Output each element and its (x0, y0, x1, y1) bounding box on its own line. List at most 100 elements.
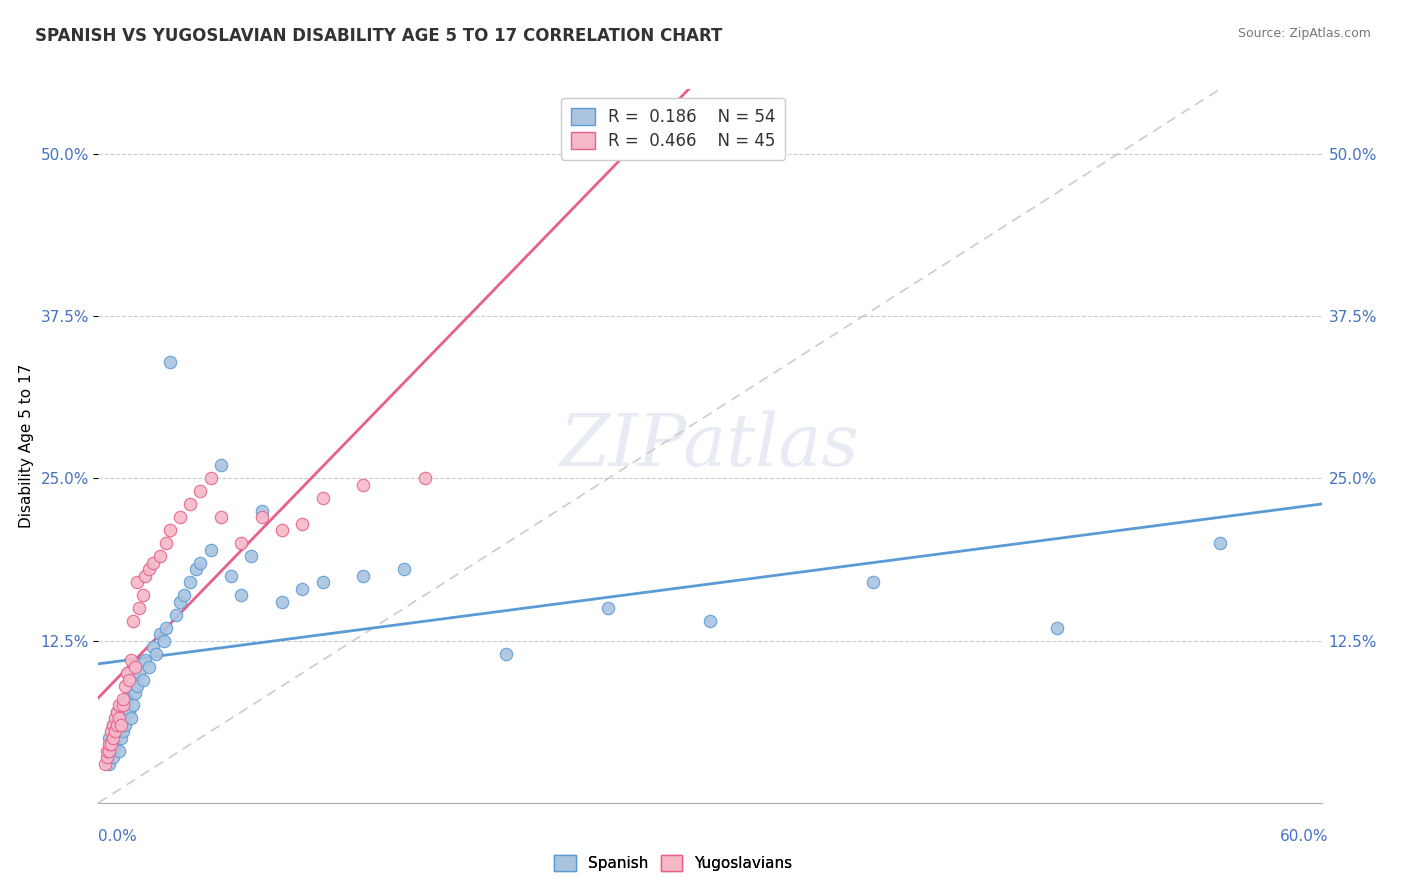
Point (104, 711, 127, 725)
Point (127, 679, 149, 693)
Point (105, 705, 128, 719)
Point (104, 738, 127, 752)
Legend: Spanish, Yugoslavians: Spanish, Yugoslavians (548, 849, 799, 877)
Point (138, 562, 160, 576)
Point (352, 568, 374, 582)
Point (495, 647, 517, 661)
Point (122, 614, 145, 628)
Point (105, 718, 128, 732)
Point (250, 504, 273, 518)
Point (149, 549, 172, 564)
Point (108, 744, 131, 758)
Point (111, 698, 134, 713)
Point (138, 659, 160, 673)
Point (291, 582, 314, 596)
Point (699, 614, 721, 628)
Point (188, 556, 212, 570)
Text: SPANISH VS YUGOSLAVIAN DISABILITY AGE 5 TO 17 CORRELATION CHART: SPANISH VS YUGOSLAVIAN DISABILITY AGE 5 … (35, 27, 723, 45)
Point (110, 711, 132, 725)
Point (111, 692, 134, 706)
Point (132, 588, 155, 602)
Point (179, 497, 201, 511)
Point (169, 595, 191, 609)
Y-axis label: Disability Age 5 to 17: Disability Age 5 to 17 (18, 364, 34, 528)
Point (124, 685, 146, 699)
Point (108, 711, 131, 725)
Point (312, 575, 335, 590)
Point (231, 536, 253, 550)
Point (111, 724, 134, 739)
Point (132, 673, 155, 687)
Point (200, 542, 222, 557)
Point (209, 458, 232, 473)
Point (122, 698, 145, 713)
Point (105, 705, 128, 719)
Point (97, 756, 120, 771)
Point (101, 750, 124, 764)
Point (179, 575, 201, 590)
Point (97, 744, 120, 758)
Point (598, 601, 620, 615)
Point (149, 627, 172, 641)
Point (100, 738, 122, 752)
Point (240, 549, 263, 564)
Point (124, 659, 146, 673)
Point (200, 471, 222, 485)
Text: 0.0%: 0.0% (98, 830, 138, 844)
Point (134, 653, 156, 667)
Point (392, 562, 416, 576)
Point (96, 744, 118, 758)
Point (1209, 536, 1232, 550)
Point (165, 607, 187, 622)
Point (100, 724, 122, 739)
Point (120, 711, 142, 725)
Point (97, 738, 120, 752)
Text: Source: ZipAtlas.com: Source: ZipAtlas.com (1237, 27, 1371, 40)
Point (152, 633, 174, 648)
Point (173, 588, 195, 602)
Point (134, 568, 156, 582)
Point (231, 588, 253, 602)
Text: 60.0%: 60.0% (1281, 830, 1329, 844)
Point (145, 647, 167, 661)
Point (100, 744, 122, 758)
Point (104, 724, 127, 739)
Point (155, 621, 177, 635)
Point (110, 731, 132, 745)
Point (159, 524, 181, 538)
Point (352, 478, 374, 492)
Point (128, 666, 150, 681)
Point (114, 679, 136, 693)
Point (270, 595, 294, 609)
Point (93, 756, 115, 771)
Point (142, 556, 165, 570)
Point (291, 516, 314, 531)
Point (105, 724, 128, 739)
Point (159, 354, 181, 368)
Point (108, 698, 131, 713)
Point (110, 718, 132, 732)
Point (188, 484, 212, 499)
Point (413, 471, 436, 485)
Point (142, 640, 165, 654)
Point (312, 491, 335, 505)
Point (270, 524, 294, 538)
Point (128, 601, 150, 615)
Point (111, 698, 134, 713)
Point (101, 718, 124, 732)
Point (101, 731, 124, 745)
Point (101, 718, 124, 732)
Point (97, 731, 120, 745)
Point (155, 536, 177, 550)
Point (209, 510, 232, 524)
Point (186, 562, 208, 576)
Point (96, 750, 118, 764)
Point (118, 705, 141, 719)
Point (115, 692, 138, 706)
Point (115, 666, 138, 681)
Point (118, 673, 141, 687)
Point (120, 653, 142, 667)
Point (127, 575, 149, 590)
Text: ZIPatlas: ZIPatlas (560, 410, 860, 482)
Point (108, 718, 131, 732)
